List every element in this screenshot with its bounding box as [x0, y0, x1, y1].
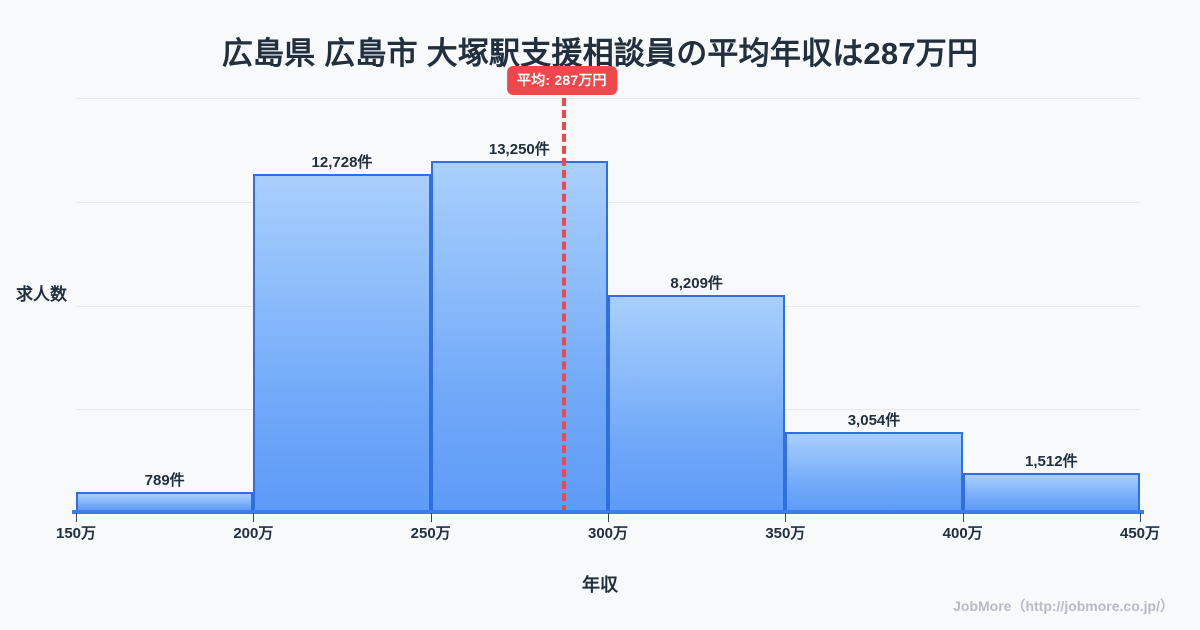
x-axis-tick-label: 450万	[1119, 525, 1161, 542]
x-axis-tick-mark	[253, 513, 255, 522]
bar[interactable]	[962, 472, 1140, 513]
y-axis-title: 求人数	[16, 285, 67, 304]
bar[interactable]	[430, 160, 608, 513]
bar-value-label: 12,728件	[311, 154, 373, 172]
x-axis-tick-label: 200万	[233, 525, 274, 542]
bar-value-label: 789件	[144, 472, 185, 489]
x-axis-tick-label: 300万	[587, 525, 629, 542]
bar[interactable]	[785, 431, 963, 513]
x-axis-tick-mark	[76, 513, 77, 522]
gridline	[76, 201, 1140, 203]
x-axis-tick-mark	[608, 513, 609, 522]
average-line	[561, 98, 566, 513]
bar-value-label: 3,054件	[847, 411, 901, 429]
gridline	[76, 98, 1140, 99]
x-axis-tick-label: 250万	[410, 525, 451, 542]
bar-value-label: 1,512件	[1025, 452, 1078, 470]
x-axis-baseline	[72, 510, 1144, 514]
x-axis-title: 年収	[582, 575, 618, 595]
average-badge: 平均: 287万円	[507, 66, 617, 95]
x-axis-tick-label: 350万	[765, 525, 806, 542]
bar[interactable]	[253, 174, 431, 513]
x-axis-tick-label: 400万	[942, 525, 983, 542]
bar-value-label: 13,250件	[488, 140, 550, 158]
plot-area: 789件 12,728件 13,250件 8,209件 3,054件 1,512件 平均: …	[76, 66, 1140, 514]
x-axis-tick-label: 150万	[55, 525, 97, 542]
x-axis-tick-mark	[430, 513, 432, 522]
x-axis-tick-mark	[962, 513, 964, 522]
bar[interactable]	[608, 294, 786, 513]
x-axis-tick-mark	[785, 513, 787, 522]
footer-credit: JobMore（http://jobmore.co.jp/）	[953, 598, 1174, 614]
x-axis-tick-mark	[1140, 513, 1141, 522]
bar-value-label: 8,209件	[670, 274, 723, 292]
chart-title: 広島県 広島市 大塚駅支援相談員の平均年収は287万円	[221, 36, 979, 71]
